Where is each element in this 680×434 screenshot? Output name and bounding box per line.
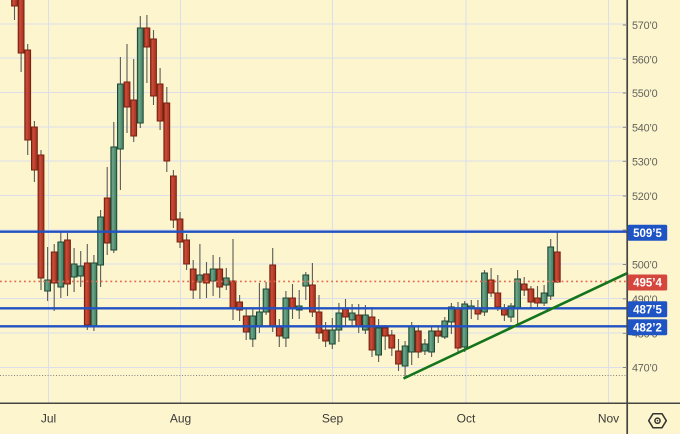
svg-text:Nov: Nov (598, 412, 619, 426)
svg-text:550’0: 550’0 (632, 88, 658, 100)
svg-text:482’2: 482’2 (633, 323, 662, 335)
svg-text:495’4: 495’4 (633, 278, 662, 290)
svg-text:540’0: 540’0 (632, 122, 658, 134)
svg-text:560’0: 560’0 (632, 54, 658, 66)
svg-text:509’5: 509’5 (633, 228, 662, 240)
svg-text:Oct: Oct (457, 412, 476, 426)
svg-text:570’0: 570’0 (632, 20, 658, 32)
svg-text:Aug: Aug (170, 412, 191, 426)
svg-text:Sep: Sep (322, 412, 344, 426)
svg-text:520’0: 520’0 (632, 191, 658, 203)
svg-text:470’0: 470’0 (632, 363, 658, 375)
svg-text:487’5: 487’5 (633, 305, 662, 317)
svg-text:Jul: Jul (41, 412, 56, 426)
svg-text:500’0: 500’0 (632, 260, 658, 272)
svg-text:530’0: 530’0 (632, 156, 658, 168)
